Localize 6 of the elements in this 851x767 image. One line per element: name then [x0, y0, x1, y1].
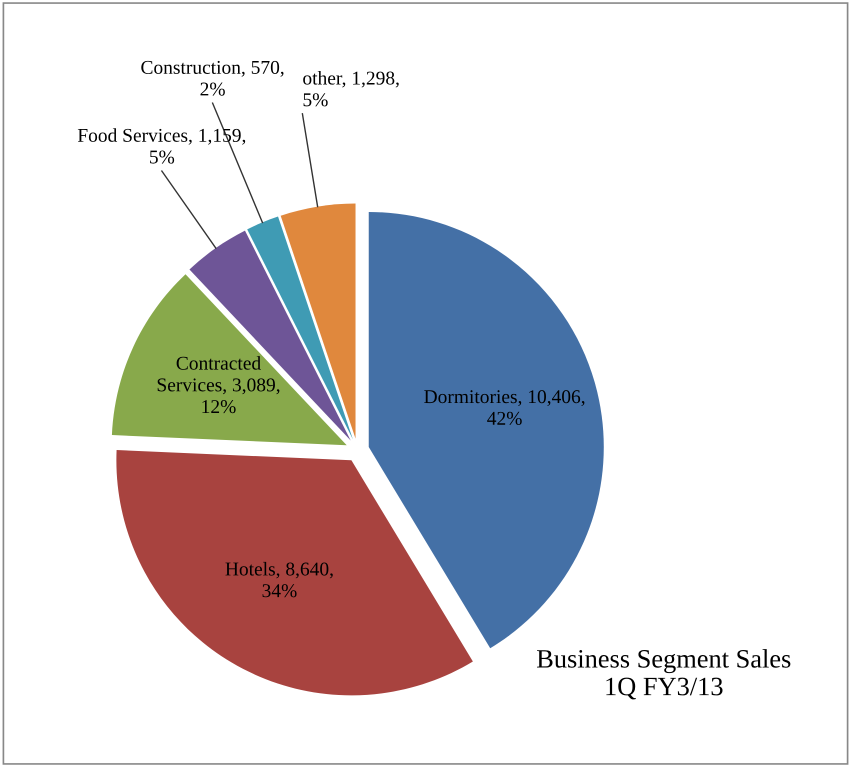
- slice-label: Contracted Services, 3,089, 12%: [158, 356, 280, 414]
- slice-label: Hotels, 8,640, 34%: [225, 562, 333, 598]
- text: Business Segment Sales 1Q FY3/13: [536, 649, 790, 700]
- slice-label: Dormitories, 10,406, 42%: [424, 390, 584, 425]
- slice-label: Construction, 570, 2%: [141, 60, 284, 96]
- slice-label: other, 1,298, 5%: [303, 70, 399, 106]
